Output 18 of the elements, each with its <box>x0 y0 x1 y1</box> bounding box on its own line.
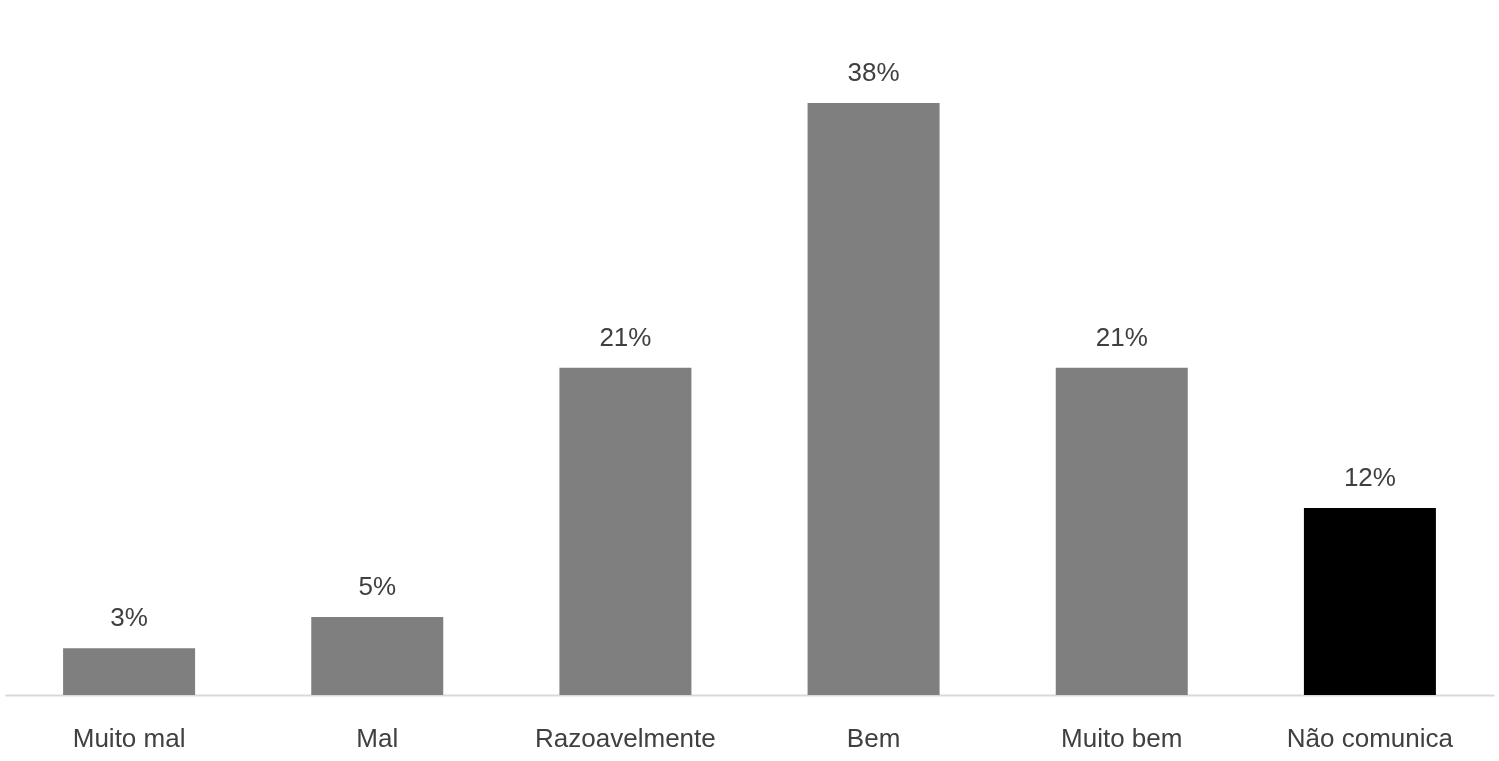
data-label: 21% <box>599 321 652 352</box>
x-tick-label: Não comunica <box>1286 722 1454 753</box>
x-tick-label: Bem <box>846 722 901 753</box>
data-label: 38% <box>847 57 900 87</box>
data-label: 3% <box>110 602 148 633</box>
x-tick-label: Muito bem <box>1061 722 1183 753</box>
bar <box>311 617 444 695</box>
x-tick-label: Razoavelmente <box>535 722 716 753</box>
data-label: 5% <box>358 571 397 602</box>
x-tick-label: Muito mal <box>72 722 186 753</box>
bar <box>63 648 196 695</box>
bar <box>1055 367 1188 695</box>
data-label: 12% <box>1343 462 1396 493</box>
data-label: 21% <box>1095 321 1148 352</box>
x-tick-label: Mal <box>356 722 399 753</box>
bar <box>559 367 692 695</box>
bar <box>807 103 940 695</box>
bar <box>1303 508 1436 695</box>
